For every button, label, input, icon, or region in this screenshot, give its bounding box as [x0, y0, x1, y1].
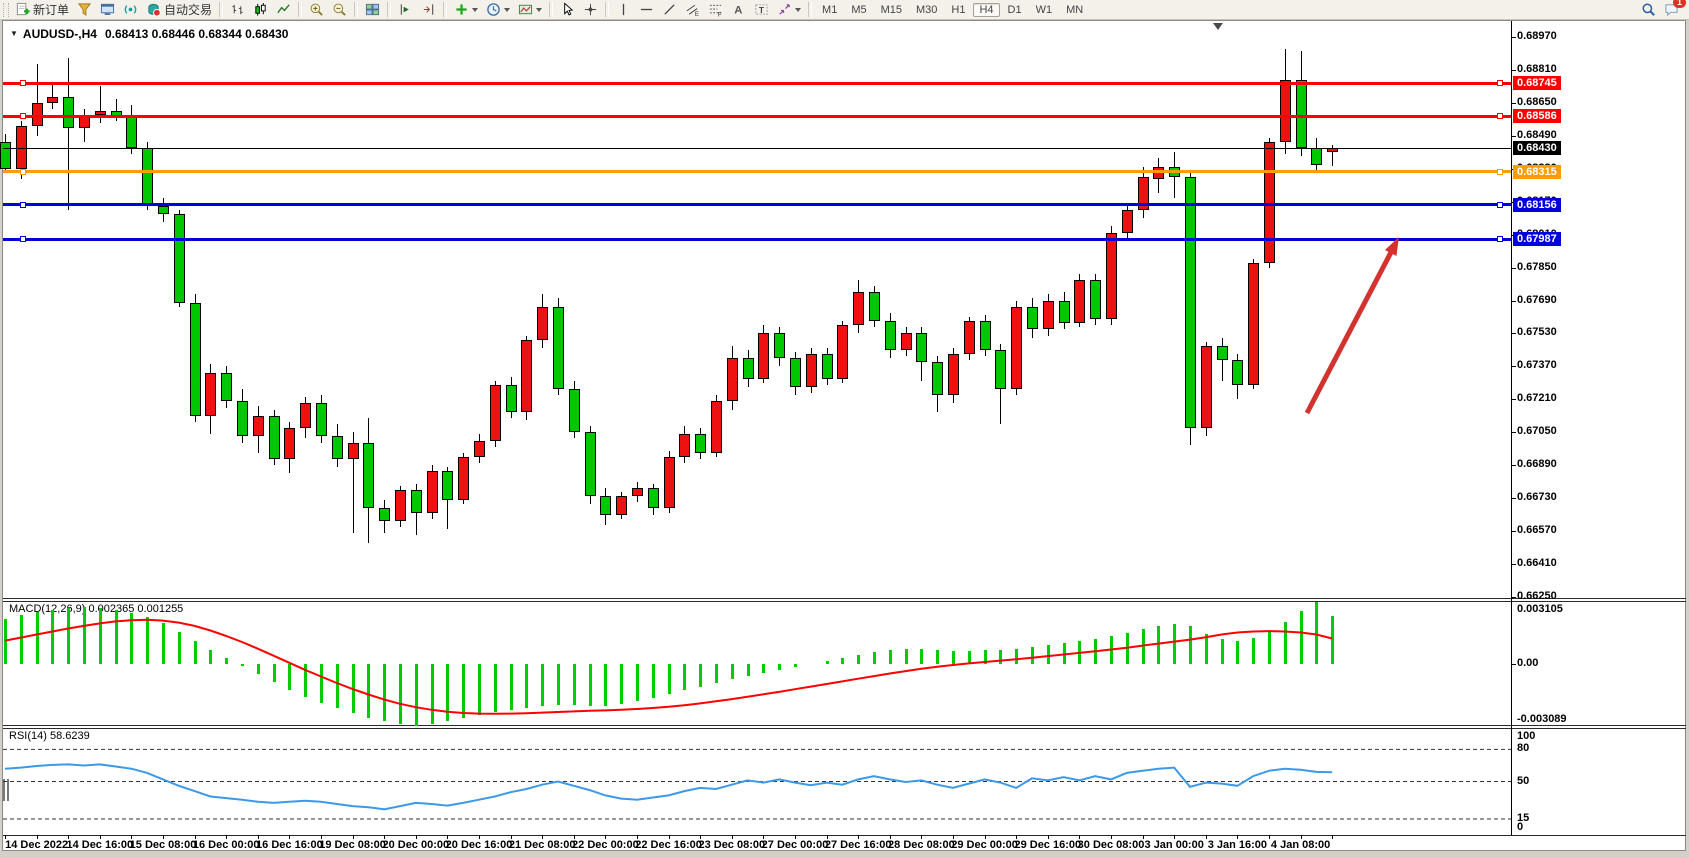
- status-strip: [0, 852, 1689, 858]
- symbol-period-label: AUDUSD-,H4: [22, 27, 97, 41]
- new-order-label: 新订单: [33, 3, 70, 17]
- fibonacci-button[interactable]: F: [705, 0, 726, 19]
- toolbar-grip[interactable]: [3, 2, 9, 17]
- timeframe-button-H4[interactable]: H4: [973, 2, 1000, 17]
- toolbar-separator: [387, 2, 392, 17]
- autotrading-icon: [148, 3, 161, 17]
- trend-arrow-line[interactable]: [1304, 248, 1395, 415]
- toolbar-separator: [354, 2, 359, 17]
- toolbar-separator: [549, 2, 554, 17]
- auto-scroll-icon: [400, 4, 409, 15]
- line-chart-button[interactable]: [273, 0, 294, 19]
- svg-text:F: F: [718, 12, 722, 17]
- fibonacci-icon: F: [709, 4, 722, 17]
- trendline-button[interactable]: [659, 0, 680, 19]
- zoom-out-icon: [333, 3, 346, 16]
- toolbar-separator: [808, 2, 813, 17]
- cursor-button[interactable]: [557, 0, 578, 19]
- vertical-line-icon: [622, 3, 625, 16]
- notification-badge: 1: [1673, 0, 1686, 8]
- auto-scroll-button[interactable]: [395, 0, 416, 19]
- chevron-down-icon: [795, 7, 802, 12]
- toolbar-separator: [443, 2, 448, 17]
- horizontal-line-icon: [640, 8, 653, 11]
- indicators-icon: [456, 4, 467, 15]
- channel-icon: E: [686, 4, 699, 17]
- chart-window[interactable]: [2, 20, 1686, 851]
- timeframe-button-D1[interactable]: D1: [1007, 3, 1022, 16]
- ohlc-values: 0.68413 0.68446 0.68344 0.68430: [104, 27, 289, 41]
- collapse-objects-icon[interactable]: ▼: [10, 29, 18, 38]
- timeframe-button-H1[interactable]: H1: [951, 3, 966, 16]
- broadcast-icon: [124, 5, 137, 14]
- crosshair-icon: [584, 3, 597, 16]
- bar-chart-icon: [232, 4, 243, 15]
- candlestick-chart-button[interactable]: [250, 0, 271, 19]
- svg-text:A: A: [734, 5, 742, 17]
- chart-title-bar: ▼ AUDUSD-,H4 0.68413 0.68446 0.68344 0.684…: [10, 27, 288, 41]
- zoom-in-button[interactable]: [306, 0, 327, 19]
- data-window-button[interactable]: [97, 0, 118, 19]
- macd-label: MACD(12,26,9) 0.002365 0.001255: [9, 603, 184, 615]
- line-chart-icon: [277, 4, 290, 14]
- data-window-icon: [100, 3, 115, 15]
- text-button[interactable]: A: [728, 0, 749, 19]
- text-label-button[interactable]: T: [751, 0, 772, 19]
- chevron-down-icon: [504, 7, 511, 12]
- autotrading-label: 自动交易: [164, 3, 213, 17]
- bar-chart-button[interactable]: [227, 0, 248, 19]
- chevron-down-icon: [536, 7, 543, 12]
- search-icon: [1642, 3, 1655, 16]
- text-label-icon: T: [755, 4, 768, 15]
- toolbar: 新订单 自动交易: [0, 0, 1689, 20]
- channel-button[interactable]: E: [682, 0, 703, 19]
- new-order-button[interactable]: 新订单: [12, 0, 72, 19]
- timeframe-button-M15[interactable]: M15: [880, 3, 902, 16]
- chart-shift-button[interactable]: [418, 0, 439, 19]
- macd-values: 0.002365 0.001255: [88, 603, 184, 615]
- svg-text:E: E: [695, 11, 699, 17]
- toolbar-separator: [298, 2, 303, 17]
- autotrading-button[interactable]: 自动交易: [143, 0, 215, 19]
- tile-windows-button[interactable]: [362, 0, 383, 19]
- chat-button[interactable]: 1: [1661, 0, 1686, 19]
- trend-arrow-head[interactable]: [1384, 237, 1399, 256]
- funnel-button[interactable]: [74, 0, 95, 19]
- periods-button[interactable]: [483, 0, 513, 19]
- timeframe-button-M1[interactable]: M1: [822, 3, 838, 16]
- timeframe-toolbar: M1 M5 M15 M30 H1 H4 D1 W1 MN: [815, 2, 1090, 18]
- chevron-down-icon: [472, 7, 479, 12]
- timeframe-button-M30[interactable]: M30: [916, 3, 938, 16]
- vertical-line-button[interactable]: [613, 0, 634, 19]
- indicators-button[interactable]: [451, 0, 481, 19]
- arrows-button[interactable]: [774, 0, 804, 19]
- broadcast-button[interactable]: [120, 0, 141, 19]
- text-icon: A: [734, 5, 742, 17]
- search-button[interactable]: [1638, 0, 1659, 19]
- horizontal-line-button[interactable]: [636, 0, 657, 19]
- chart-shift-icon: [423, 4, 434, 15]
- trendline-icon: [664, 4, 675, 15]
- templates-icon: [518, 4, 533, 15]
- arrows-icon: [779, 4, 790, 15]
- crosshair-button[interactable]: [580, 0, 601, 19]
- funnel-icon: [77, 3, 92, 17]
- timeframe-button-MN[interactable]: MN: [1066, 3, 1084, 16]
- cursor-icon: [564, 2, 574, 16]
- timeframe-button-M5[interactable]: M5: [851, 3, 867, 16]
- templates-button[interactable]: [515, 0, 545, 19]
- rsi-label: RSI(14) 58.6239: [9, 730, 90, 742]
- tile-windows-icon: [365, 3, 380, 16]
- toolbar-separator: [219, 2, 224, 17]
- new-order-icon: [16, 2, 30, 16]
- svg-text:T: T: [759, 5, 765, 15]
- periods-icon: [487, 3, 500, 16]
- toolbar-separator: [605, 2, 610, 17]
- zoom-in-icon: [310, 3, 323, 16]
- candlestick-chart-icon: [255, 2, 266, 16]
- zoom-out-button[interactable]: [329, 0, 350, 19]
- timeframe-button-W1[interactable]: W1: [1035, 3, 1053, 16]
